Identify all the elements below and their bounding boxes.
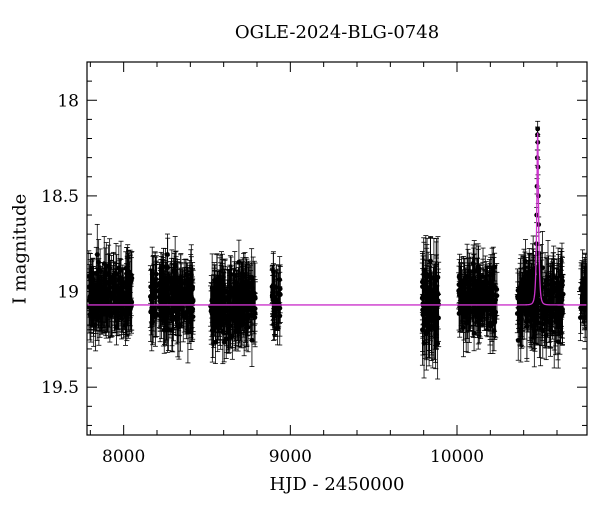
y-tick-label: 19 [57,283,79,303]
x-axis-label: HJD - 2450000 [87,474,587,495]
y-tick-label: 18.5 [41,187,79,207]
y-tick-label: 19.5 [41,378,79,398]
y-tick-label: 18 [57,91,79,111]
x-tick-label: 8000 [102,447,145,467]
chart-title: OGLE-2024-BLG-0748 [87,22,587,43]
y-axis-label: I magnitude [10,194,31,305]
x-tick-label: 10000 [430,447,484,467]
x-tick-label: 9000 [269,447,312,467]
data-layer [86,121,589,379]
